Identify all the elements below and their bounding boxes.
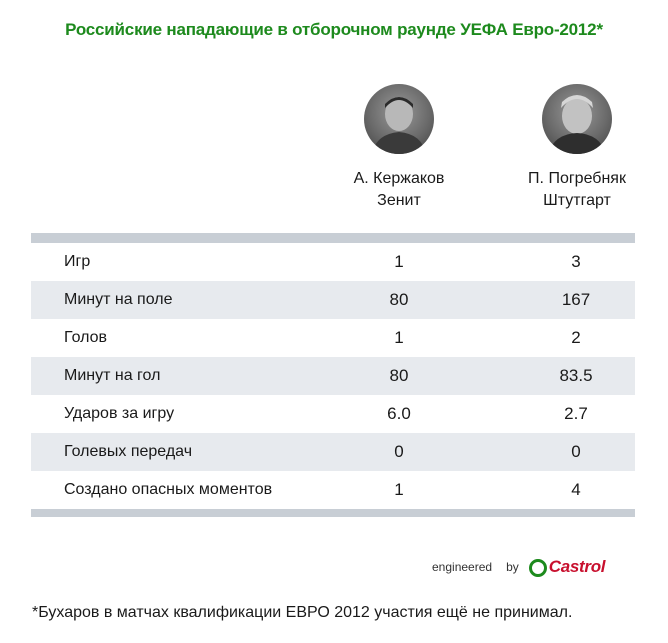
row-label: Ударов за игру bbox=[64, 405, 175, 422]
value-kerzhakov: 1 bbox=[394, 480, 404, 499]
footnote: *Бухаров в матчах квалификации ЕВРО 2012… bbox=[32, 604, 573, 621]
value-pogrebnyak: 3 bbox=[571, 252, 581, 271]
player-club: Зенит bbox=[377, 192, 421, 209]
value-kerzhakov: 1 bbox=[394, 328, 404, 347]
value-kerzhakov: 6.0 bbox=[387, 404, 411, 423]
value-pogrebnyak: 2 bbox=[571, 328, 581, 347]
value-pogrebnyak: 4 bbox=[571, 480, 581, 499]
row-label: Создано опасных моментов bbox=[64, 481, 273, 498]
table-row: Игр 1 3 bbox=[31, 243, 635, 281]
stats-table: Игр 1 3 Минут на поле 80 167 Голов 1 2 М… bbox=[31, 233, 635, 517]
value-pogrebnyak: 167 bbox=[561, 290, 591, 309]
player-photo bbox=[364, 84, 434, 154]
table-row: Минут на поле 80 167 bbox=[31, 281, 635, 319]
table-row: Голов 1 2 bbox=[31, 319, 635, 357]
table-row: Минут на гол 80 83.5 bbox=[31, 357, 635, 395]
player-photo bbox=[542, 84, 612, 154]
row-label: Игр bbox=[64, 253, 91, 270]
castrol-logo-icon bbox=[528, 559, 547, 577]
table-bottom-bar bbox=[31, 509, 635, 517]
sponsor-credit: engineered by Castrol bbox=[432, 554, 606, 580]
value-kerzhakov: 80 bbox=[389, 290, 409, 309]
player-card-kerzhakov: А. Кержаков Зенит bbox=[319, 84, 479, 212]
row-label: Голов bbox=[64, 329, 108, 346]
value-kerzhakov: 1 bbox=[394, 252, 404, 271]
table-row: Ударов за игру 6.0 2.7 bbox=[31, 395, 635, 433]
page-title: Российские нападающие в отборочном раунд… bbox=[65, 20, 603, 39]
table-top-bar bbox=[31, 233, 635, 243]
value-pogrebnyak: 2.7 bbox=[564, 404, 588, 423]
by-text: by bbox=[506, 560, 519, 574]
row-label: Минут на поле bbox=[64, 291, 173, 308]
row-label: Голевых передач bbox=[64, 443, 193, 460]
player-name: П. Погребняк bbox=[528, 170, 626, 187]
row-label: Минут на гол bbox=[64, 367, 161, 384]
table-row: Создано опасных моментов 1 4 bbox=[31, 471, 635, 509]
table-row: Голевых передач 0 0 bbox=[31, 433, 635, 471]
value-kerzhakov: 80 bbox=[389, 366, 409, 385]
player-name: А. Кержаков bbox=[353, 170, 445, 187]
value-kerzhakov: 0 bbox=[394, 442, 404, 461]
castrol-logo-text: Castrol bbox=[548, 557, 606, 576]
player-card-pogrebnyak: П. Погребняк Штутгарт bbox=[497, 84, 657, 212]
engineered-text: engineered bbox=[432, 560, 493, 574]
player-club: Штутгарт bbox=[543, 192, 611, 209]
castrol-logo: Castrol bbox=[528, 557, 606, 577]
value-pogrebnyak: 83.5 bbox=[559, 366, 593, 385]
value-pogrebnyak: 0 bbox=[571, 442, 581, 461]
